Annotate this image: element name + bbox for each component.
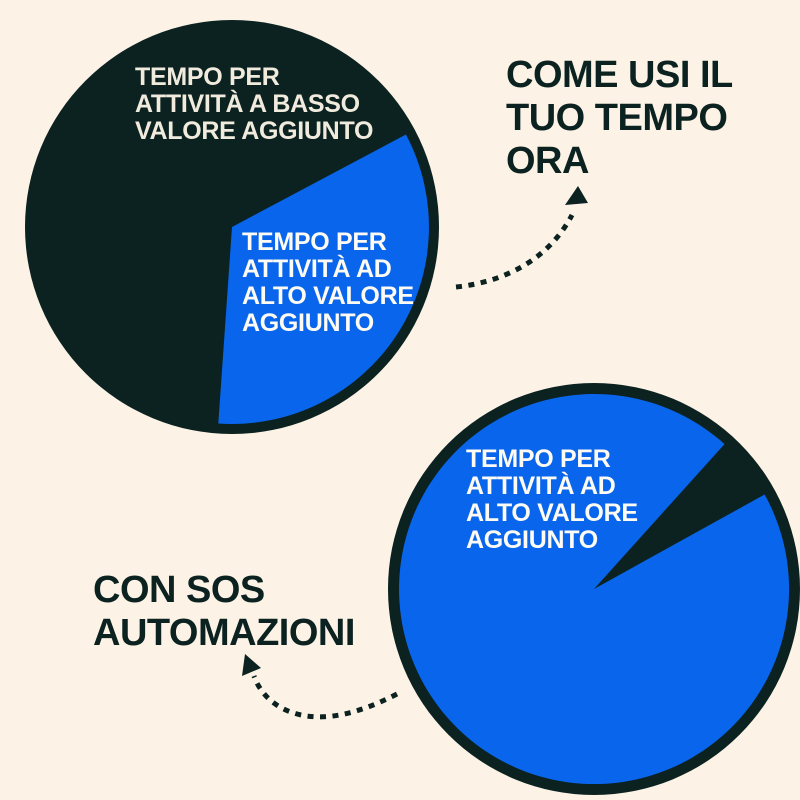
label-line: TEMPO PER [466,445,611,473]
title-con-sos-automazioni: CON SOS AUTOMAZIONI [93,569,355,655]
pie-now-blue-slice-label: TEMPO PER ATTIVITÀ AD ALTO VALORE AGGIUN… [242,229,414,337]
label-line: TEMPO PER [242,228,387,256]
label-line: ATTIVITÀ AD [242,255,392,283]
label-line: AGGIUNTO [242,309,374,337]
label-line: ALTO VALORE [466,499,638,527]
label-line: TEMPO PER [135,63,280,91]
title-line: CON SOS [93,569,265,611]
dashed-arrow-curve [251,675,399,720]
title-line: COME USI IL [506,54,733,96]
pie-wedges-layer [25,20,800,795]
title-line: AUTOMAZIONI [93,612,355,654]
label-line: VALORE AGGIUNTO [135,117,374,145]
pie-now-slice-alto-valore [218,134,429,424]
dashed-arrow-curve [455,213,575,290]
arrow-to-now-annotation [455,186,588,290]
title-line: TUO TEMPO [506,97,728,139]
arrow-to-sos-annotation [242,654,399,720]
pie-now-dark-slice-label: TEMPO PER ATTIVITÀ A BASSO VALORE AGGIUN… [135,64,373,145]
pie-sos-slice-alto-valore [399,394,790,785]
arrow-up-left-icon [242,654,261,676]
label-line: ATTIVITÀ A BASSO [135,90,360,118]
label-line: ALTO VALORE [242,282,414,310]
arrow-up-icon [565,186,588,205]
pie-sos-blue-slice-label: TEMPO PER ATTIVITÀ AD ALTO VALORE AGGIUN… [466,446,638,554]
label-line: ATTIVITÀ AD [466,472,616,500]
label-line: AGGIUNTO [466,526,598,554]
title-line: ORA [506,140,589,182]
title-come-usi-il-tuo-tempo-ora: COME USI IL TUO TEMPO ORA [506,54,733,183]
